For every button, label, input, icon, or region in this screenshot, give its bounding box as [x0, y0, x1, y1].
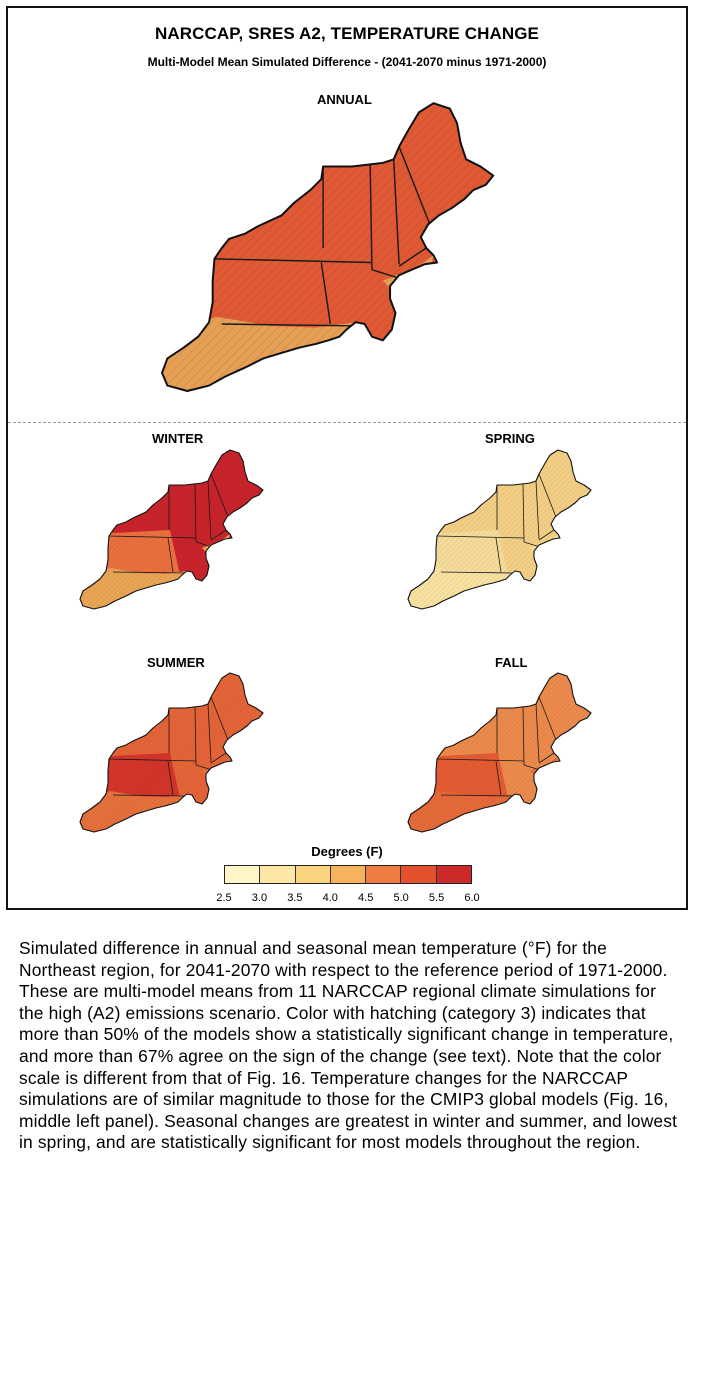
legend-tick-label: 4.5 — [358, 892, 374, 904]
state-border — [221, 323, 353, 327]
state-border — [392, 159, 400, 265]
state-border — [184, 572, 188, 583]
figure-title: NARCCAP, SRES A2, TEMPERATURE CHANGE — [155, 24, 539, 43]
panel-label-summer: SUMMER — [147, 655, 205, 670]
state-border — [167, 760, 174, 796]
state-border — [538, 473, 557, 518]
state-border — [320, 262, 332, 325]
figure-subtitle: Multi-Model Mean Simulated Difference - … — [147, 55, 547, 69]
figure-frame: NARCCAP, SRES A2, TEMPERATURE CHANGE Mul… — [6, 6, 688, 910]
map-summer — [79, 672, 264, 833]
significance-hatching — [80, 450, 263, 609]
state-border — [351, 325, 357, 343]
panel-label-winter: WINTER — [152, 431, 204, 446]
state-border — [194, 705, 197, 766]
significance-hatching — [408, 673, 591, 832]
legend-tick-label: 4.0 — [322, 892, 338, 904]
legend-tick-label: 5.0 — [393, 892, 409, 904]
figure-caption: Simulated difference in annual and seaso… — [19, 938, 678, 1153]
state-border — [538, 529, 555, 541]
state-border — [207, 480, 212, 540]
state-border — [112, 794, 186, 797]
state-border — [210, 473, 229, 518]
legend-swatch — [295, 866, 331, 883]
region-outline — [161, 102, 495, 392]
legend-swatch — [330, 866, 367, 883]
legend-swatch — [401, 866, 437, 883]
state-border — [522, 705, 525, 766]
significance-hatching — [162, 103, 494, 391]
panel-label-spring: SPRING — [485, 431, 535, 446]
significance-hatching — [408, 450, 591, 609]
panel-label-annual: ANNUAL — [317, 92, 372, 107]
legend-tick-label: 6.0 — [464, 892, 480, 904]
region-outline — [79, 449, 264, 610]
state-border — [184, 795, 188, 806]
state-border — [207, 703, 212, 763]
state-border — [440, 571, 514, 574]
panel-label-fall: FALL — [495, 655, 528, 670]
map-fall — [407, 672, 592, 833]
state-border — [369, 162, 373, 270]
map-winter — [79, 449, 264, 610]
state-border — [210, 529, 227, 541]
legend-swatch — [436, 866, 471, 883]
significance-hatching — [80, 673, 263, 832]
map-annual — [161, 102, 495, 392]
state-border — [214, 258, 372, 264]
state-border — [112, 571, 186, 574]
state-border — [522, 482, 525, 543]
region-outline — [79, 672, 264, 833]
legend-swatch — [260, 866, 296, 883]
state-border — [436, 535, 525, 539]
state-border — [108, 758, 197, 762]
panel-divider — [8, 422, 686, 423]
legend-tick-label: 2.5 — [216, 892, 232, 904]
state-border — [108, 535, 197, 539]
legend-tick-label: 3.0 — [251, 892, 268, 904]
state-border — [436, 758, 525, 762]
state-border — [398, 146, 431, 225]
state-border — [167, 537, 174, 573]
state-border — [210, 752, 227, 764]
state-border — [535, 480, 540, 540]
state-border — [440, 794, 514, 797]
state-border — [512, 795, 516, 806]
state-border — [398, 247, 427, 267]
state-border — [538, 696, 557, 741]
state-border — [210, 696, 229, 741]
state-border — [538, 752, 555, 764]
state-border — [535, 703, 540, 763]
legend-swatch — [366, 866, 402, 883]
state-border — [194, 482, 197, 543]
legend-swatch — [225, 866, 261, 883]
state-border — [495, 537, 502, 573]
region-outline — [407, 449, 592, 610]
region-outline — [407, 672, 592, 833]
state-border — [512, 572, 516, 583]
legend-tick-label: 5.5 — [428, 892, 445, 904]
legend-title: Degrees (F) — [311, 844, 383, 859]
color-legend — [224, 865, 472, 884]
legend-tick-label: 3.5 — [287, 892, 303, 904]
state-border — [495, 760, 502, 796]
map-spring — [407, 449, 592, 610]
